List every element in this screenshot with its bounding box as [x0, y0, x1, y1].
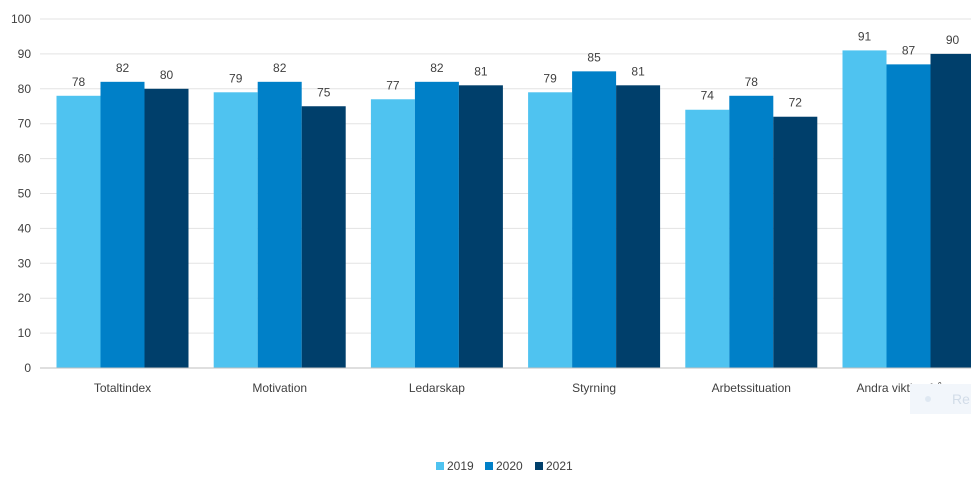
bar-2021 [773, 117, 817, 368]
data-label: 87 [902, 43, 916, 57]
bar-2021 [145, 89, 189, 368]
data-label: 72 [789, 96, 803, 110]
data-label: 85 [587, 50, 601, 64]
x-category-label: Totaltindex [94, 381, 151, 395]
data-label: 79 [543, 71, 557, 85]
report-overlay-dot-icon [925, 396, 931, 402]
report-overlay[interactable]: Re [910, 384, 971, 414]
y-tick-label: 0 [24, 361, 31, 375]
data-label: 79 [229, 71, 243, 85]
data-label: 81 [631, 64, 645, 78]
bars [57, 50, 971, 368]
data-label: 75 [317, 85, 331, 99]
y-tick-label: 100 [11, 12, 31, 26]
data-label: 80 [160, 68, 174, 82]
bar-2020 [729, 96, 773, 368]
y-tick-label: 90 [18, 47, 32, 61]
bar-2021 [459, 85, 503, 368]
bar-2021 [302, 106, 346, 368]
y-tick-label: 80 [18, 82, 32, 96]
data-label: 82 [430, 61, 444, 75]
data-label: 77 [386, 78, 400, 92]
y-tick-label: 60 [18, 152, 32, 166]
data-label: 78 [72, 75, 86, 89]
data-label: 90 [946, 33, 960, 47]
bar-2020 [258, 82, 302, 368]
bar-2021 [616, 85, 660, 368]
data-labels: 78 82 80 79 82 75 77 82 81 79 85 81 74 78 72 91 87 90 [72, 29, 960, 109]
bar-2021 [931, 54, 971, 368]
x-category-label: Ledarskap [409, 381, 465, 395]
legend-swatch [535, 462, 543, 470]
legend-label: 2019 [447, 459, 474, 473]
legend-label: 2020 [496, 459, 523, 473]
bar-2020 [887, 64, 931, 368]
data-label: 81 [474, 64, 488, 78]
x-category-label: Arbetssituation [712, 381, 791, 395]
bar-2019 [214, 92, 258, 368]
data-label: 82 [116, 61, 130, 75]
x-category-label: Motivation [252, 381, 307, 395]
legend-swatch [485, 462, 493, 470]
bar-2019 [371, 99, 415, 368]
bar-2019 [57, 96, 101, 368]
bar-2019 [528, 92, 572, 368]
y-axis-ticks: 0 10 20 30 40 50 60 70 80 90 100 [11, 12, 31, 375]
data-label: 74 [701, 89, 715, 103]
y-tick-label: 50 [18, 187, 32, 201]
y-tick-label: 40 [18, 221, 32, 235]
x-axis-categories: Totaltindex Motivation Ledarskap Styrning Ar… [94, 381, 961, 395]
x-category-label: Styrning [572, 381, 616, 395]
data-label: 82 [273, 61, 287, 75]
bar-2019 [843, 50, 887, 368]
report-overlay-label: Re [952, 391, 970, 407]
bar-2020 [572, 71, 616, 368]
legend-label: 2021 [546, 459, 573, 473]
legend-swatch [436, 462, 444, 470]
y-tick-label: 70 [18, 117, 32, 131]
bar-2019 [685, 110, 729, 368]
bar-2020 [415, 82, 459, 368]
y-tick-label: 10 [18, 326, 32, 340]
data-label: 91 [858, 29, 872, 43]
bar-2020 [101, 82, 145, 368]
data-label: 78 [745, 75, 759, 89]
legend: 2019 2020 2021 [436, 459, 573, 473]
y-tick-label: 30 [18, 256, 32, 270]
y-tick-label: 20 [18, 291, 32, 305]
